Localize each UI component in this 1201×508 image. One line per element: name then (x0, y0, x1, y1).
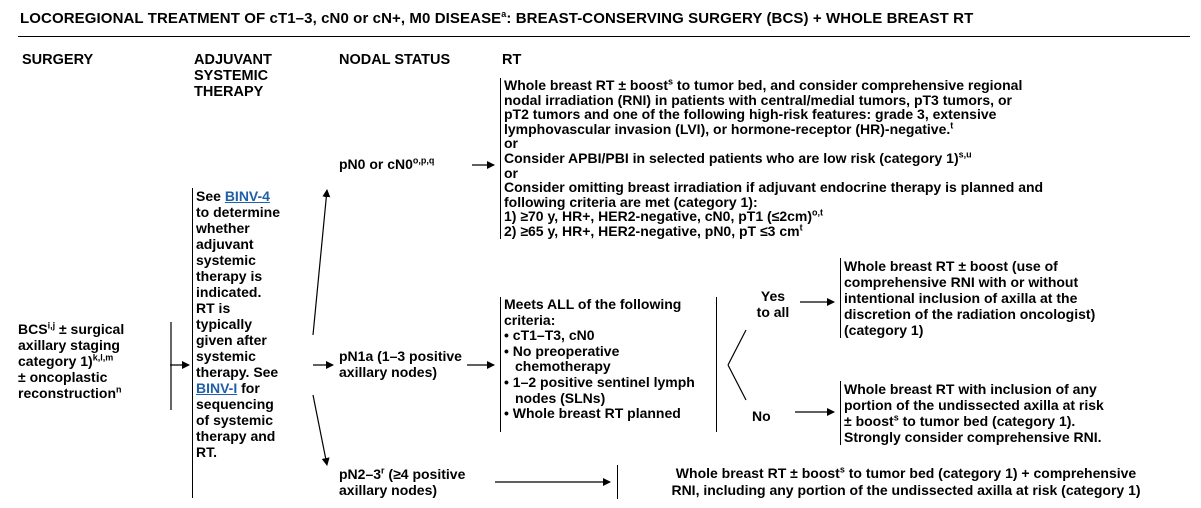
title-divider (18, 36, 1190, 37)
nodal-pn1a-label: pN1a (1–3 positive axillary nodes) (339, 348, 462, 380)
arrow-to-pn0 (312, 189, 331, 336)
arrow-to-pn2-3 (312, 394, 330, 466)
nodal-pn0-label: pN0 or cN0o,p,q (339, 155, 435, 172)
header-surgery: SURGERY (22, 52, 94, 68)
branch-no-label: No (752, 408, 771, 424)
branch-line-no (727, 364, 747, 401)
header-nodal-status: NODAL STATUS (339, 52, 451, 68)
binv-i-link[interactable]: BINV-I (196, 380, 238, 396)
nodal-pn2-3-label: pN2–3r (≥4 positive axillary nodes) (339, 465, 466, 498)
outcome-no-box: Whole breast RT with inclusion of any po… (840, 381, 1184, 445)
branch-yes-label: Yes to all (756, 288, 790, 320)
surgery-box: BCSi,j ± surgical axillary staging categ… (18, 320, 125, 401)
rt-pn0-box: Whole breast RT ± boosts to tumor bed, a… (500, 77, 1184, 239)
adjuvant-therapy-box: See BINV-4 to determine whether adjuvant… (192, 188, 306, 498)
header-rt: RT (502, 52, 522, 68)
outcome-pn2-3-box: Whole breast RT ± boosts to tumor bed (c… (617, 465, 1191, 499)
header-adjuvant-systemic-therapy: ADJUVANT SYSTEMIC THERAPY (194, 52, 272, 100)
page-title: LOCOREGIONAL TREATMENT OF cT1–3, cN0 or … (20, 9, 974, 28)
criteria-box: Meets ALL of the following criteria: • c… (500, 296, 717, 432)
outcome-yes-box: Whole breast RT ± boost (use of comprehe… (840, 258, 1184, 338)
branch-line-yes (727, 329, 747, 366)
binv-4-link[interactable]: BINV-4 (224, 188, 270, 204)
